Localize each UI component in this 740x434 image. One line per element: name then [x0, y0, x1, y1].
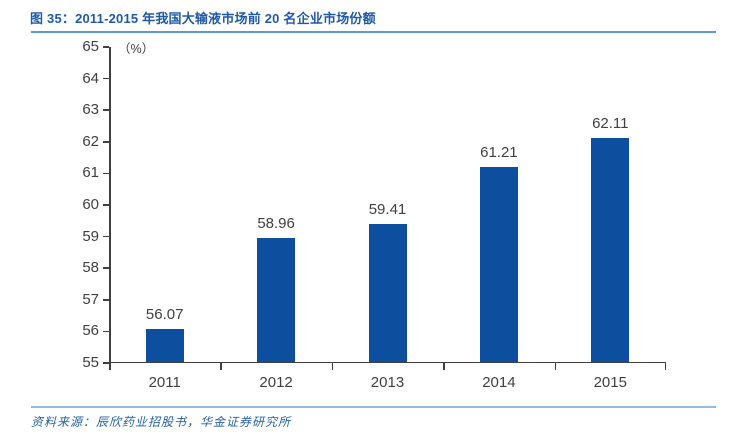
x-axis-category-label: 2012 [259, 374, 293, 391]
bar-value-label: 58.96 [257, 214, 295, 232]
y-axis-tick [103, 46, 109, 48]
x-axis-category-label: 2014 [482, 374, 516, 391]
y-axis-tick [103, 267, 109, 269]
figure-title: 图 35：2011-2015 年我国大输液市场前 20 名企业市场份额 [30, 11, 376, 26]
y-axis-tick [103, 235, 109, 238]
x-axis-line [109, 361, 666, 363]
bar-2013 [368, 223, 407, 362]
y-axis-tick-label: 64 [82, 69, 99, 87]
source-note: 资料来源：辰欣药业招股书，华金证券研究所 [31, 415, 292, 429]
bar-2011 [145, 329, 184, 362]
title-underline [31, 31, 716, 33]
bar-value-label: 59.41 [368, 200, 407, 218]
y-axis-unit-label: （%） [118, 42, 155, 56]
bar-value-label: 61.21 [480, 143, 518, 161]
y-axis-tick-label: 59 [82, 227, 99, 245]
y-axis-tick [103, 172, 109, 175]
y-axis-tick [103, 330, 109, 333]
bar-chart-plot-area: 55 56 57 58 59 60 61 62 63 64 65 56.07 2011 58.96 2012… [82, 39, 666, 391]
x-axis-tick [554, 363, 557, 370]
y-axis-tick-label: 55 [82, 354, 99, 371]
y-axis-tick-label: 65 [82, 38, 99, 55]
bar-value-label: 56.07 [145, 306, 184, 324]
x-axis-tick [664, 363, 666, 370]
y-axis-tick [103, 204, 109, 206]
bar-2015 [591, 138, 630, 362]
y-axis-tick-label: 60 [82, 196, 99, 213]
y-axis-tick [103, 109, 109, 111]
footer-rule [31, 406, 716, 408]
y-axis-tick [103, 299, 109, 301]
bar-2014 [479, 166, 518, 362]
y-axis-tick-label: 56 [82, 322, 99, 340]
bar-2012 [257, 237, 296, 362]
bar-value-label: 62.11 [592, 115, 629, 133]
y-axis-tick [103, 362, 109, 364]
x-axis-category-label: 2013 [370, 374, 405, 391]
y-axis-line [109, 47, 111, 363]
y-axis-tick [103, 141, 109, 143]
x-axis-tick [331, 363, 334, 370]
x-axis-tick [109, 363, 111, 370]
y-axis-tick [103, 77, 109, 80]
x-axis-category-label: 2015 [593, 374, 627, 391]
y-axis-tick-label: 63 [82, 101, 99, 119]
x-axis-tick [443, 363, 445, 370]
y-axis-tick-label: 57 [82, 290, 99, 308]
x-axis-tick [220, 363, 222, 370]
x-axis-category-label: 2011 [148, 374, 181, 391]
y-axis-tick-label: 61 [82, 164, 99, 182]
y-axis-tick-label: 58 [82, 259, 99, 277]
y-axis-tick-label: 62 [82, 132, 99, 150]
